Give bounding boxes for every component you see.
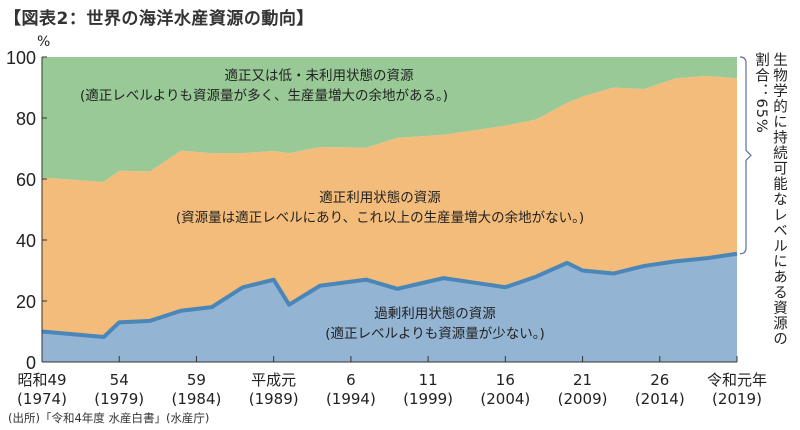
x-tick-label-year: (1984) [171,390,221,408]
y-tick-label: 60 [16,170,36,190]
x-tick-label: 6 [346,371,356,389]
x-tick-label: 11 [419,371,438,389]
x-tick-label-year: (1994) [326,390,376,408]
x-tick-label-year: (2014) [635,390,685,408]
series-name: 適正又は低・未利用状態の資源 [224,68,414,84]
series-note: (資源量は適正レベルにあり、これ以上の生産量増大の余地がない。) [175,210,585,226]
source-note: (出所)「令和4年度 水産白書」(水産庁) [8,411,210,425]
x-tick-label: 59 [187,371,206,389]
series-label-overfished: 過剰利用状態の資源 (適正レベルよりも資源量が少ない。) [310,304,560,344]
y-tick-label: 100 [6,48,36,68]
x-tick-label: 54 [110,371,129,389]
series-label-underfished: 適正又は低・未利用状態の資源 (適正レベルよりも資源量が多く、生産量増大の余地が… [80,66,448,106]
x-tick-label-year: (2004) [480,390,530,408]
series-note: (適正レベルよりも資源量が多く、生産量増大の余地がある。) [80,88,449,104]
x-tick-label-year: (1989) [249,390,299,408]
series-name: 過剰利用状態の資源 [374,306,496,322]
area-series-1 [42,75,737,337]
y-tick-label: 0 [26,353,36,373]
series-name: 適正利用状態の資源 [319,190,441,206]
curly-brace [739,56,752,255]
x-tick-label: 令和元年 [707,371,767,389]
overfished-boundary-line [41,251,738,339]
sustainable-share-annotation: 生物学的に持続可能なレベルにある資源の割合：65% [753,52,787,347]
x-tick-label-year: (2019) [712,390,762,408]
y-axis-unit: % [37,34,50,50]
x-tick-label: 21 [573,371,592,389]
area-series-2 [42,57,737,183]
x-tick-label: 26 [650,371,669,389]
x-tick-label-year: (2009) [558,390,608,408]
series-note: (適正レベルよりも資源量が少ない。) [325,326,545,342]
x-tick-label: 平成元 [251,371,296,389]
area-series-0 [42,253,737,362]
x-tick-label-year: (1999) [403,390,453,408]
x-tick-label: 昭和49 [17,371,66,389]
series-label-sustainable: 適正利用状態の資源 (資源量は適正レベルにあり、これ以上の生産量増大の余地がない… [140,188,620,228]
y-tick-label: 20 [16,292,36,312]
x-tick-label-year: (1974) [17,390,67,408]
y-tick-label: 40 [16,231,36,251]
x-tick-label-year: (1979) [94,390,144,408]
chart-title: 【図表2：世界の海洋水産資源の動向】 [4,9,314,29]
y-tick-label: 80 [16,109,36,129]
x-tick-label: 16 [496,371,515,389]
